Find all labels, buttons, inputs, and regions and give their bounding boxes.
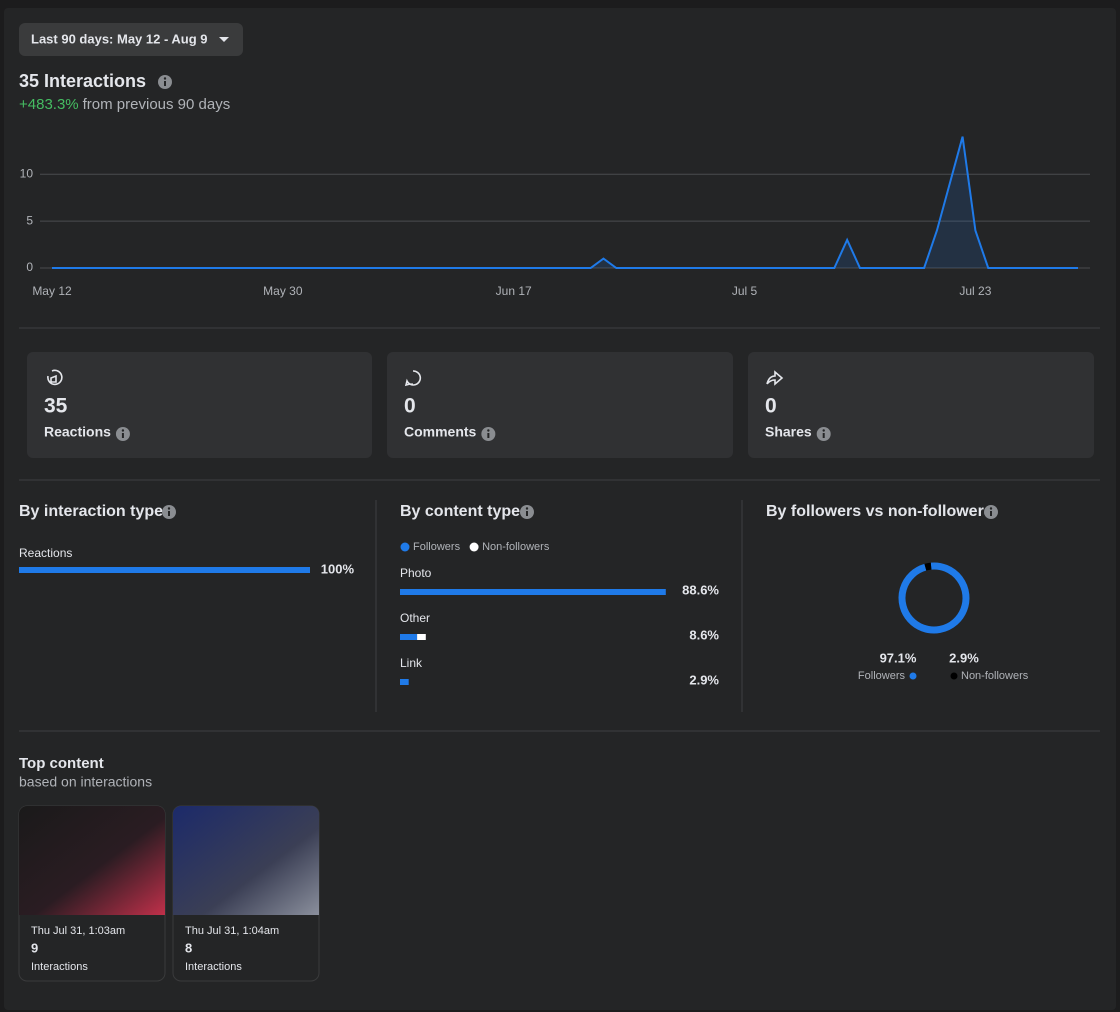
post-thumbnail[interactable] — [173, 806, 319, 915]
y-tick-label: 5 — [26, 213, 33, 227]
metric-card — [748, 352, 1094, 458]
bar-segment — [417, 634, 426, 640]
dropdown-caret[interactable] — [219, 37, 229, 42]
bar-segment — [400, 634, 418, 640]
bar-value: 8.6% — [689, 627, 719, 642]
post-label: Interactions — [185, 961, 242, 973]
breakdowns: Reactions 100% Followers Non-followers Photo… — [19, 541, 1029, 687]
donut-value: 97.1% — [880, 650, 917, 665]
metric-label: Shares — [765, 424, 812, 440]
bar-segment — [400, 679, 409, 685]
legend-dot — [469, 542, 479, 552]
legend-label: Followers — [413, 541, 461, 553]
legend-label: Non-followers — [482, 541, 550, 553]
section-title: By followers vs non-followers — [766, 503, 993, 520]
post-value: 8 — [185, 940, 192, 955]
metric-icon — [766, 370, 784, 386]
cards: 35 Reactions 0 Comments 0 Shares — [27, 352, 1094, 458]
donut-label: Non-followers — [961, 670, 1029, 682]
bar-value: 2.9% — [689, 672, 719, 687]
donut-segment — [924, 562, 932, 571]
date-range[interactable]: Last 90 days: May 12 - Aug 9 — [31, 31, 208, 46]
posts: Thu Jul 31, 1:03am 9 Interactions Thu Jul 3… — [18, 805, 320, 982]
area — [52, 136, 1078, 268]
post-label: Interactions — [31, 961, 88, 973]
x-tick-label: Jun 17 — [496, 284, 532, 298]
metric-label: Reactions — [44, 424, 111, 440]
metric-icon — [404, 370, 422, 387]
bar-label: Photo — [400, 566, 432, 580]
summary-title: 35 Interactions — [19, 71, 146, 91]
bar — [19, 567, 310, 573]
donut-label: Followers — [858, 670, 906, 682]
bar-value: 88.6% — [682, 582, 719, 597]
info-icon[interactable] — [162, 505, 176, 519]
x-tick-label: May 12 — [32, 284, 72, 298]
metric-icon — [47, 369, 63, 386]
bar-value: 100% — [321, 561, 355, 576]
metric-value: 0 — [765, 395, 777, 418]
metric-card — [387, 352, 733, 458]
y-tick-label: 0 — [26, 260, 33, 274]
line — [52, 136, 1078, 269]
section-title: By content type — [400, 503, 520, 520]
date-range-button[interactable] — [19, 23, 243, 56]
metric-value: 35 — [44, 395, 68, 418]
info-icon[interactable] — [520, 505, 534, 519]
metric-value: 0 — [404, 395, 416, 418]
donut-segment — [898, 562, 970, 634]
line-chart: 0 5 10 May 12 May 30 Jun 17 Jul 5 Jul 23 — [20, 136, 1090, 298]
info-icon[interactable] — [481, 427, 496, 441]
donut-value: 2.9% — [949, 650, 979, 665]
legend-dot — [909, 672, 917, 680]
x-tick-label: Jul 5 — [732, 284, 758, 298]
section-title: By interaction type — [19, 503, 163, 520]
bar-label: Other — [400, 611, 430, 625]
info-icon[interactable] — [984, 505, 998, 519]
legend-dot — [400, 542, 410, 552]
metric-card — [27, 352, 372, 458]
bar-segment — [400, 589, 666, 595]
info-icon[interactable] — [816, 427, 831, 441]
bar-label: Link — [400, 656, 423, 670]
legend-dot — [950, 672, 958, 680]
info-icon[interactable] — [115, 427, 130, 441]
post-thumbnail[interactable] — [19, 806, 165, 915]
top-content-title: Top content — [19, 755, 104, 772]
bar-label: Reactions — [19, 546, 72, 560]
post-value: 9 — [31, 940, 38, 955]
change: +483.3% — [19, 96, 79, 113]
y-tick-label: 10 — [20, 166, 34, 180]
post-date: Thu Jul 31, 1:04am — [185, 925, 279, 937]
x-tick-label: Jul 23 — [959, 284, 991, 298]
metric-label: Comments — [404, 424, 477, 440]
change-text: from previous 90 days — [83, 96, 231, 113]
post-date: Thu Jul 31, 1:03am — [31, 925, 125, 937]
x-tick-label: May 30 — [263, 284, 303, 298]
top-content-subtitle: based on interactions — [19, 774, 152, 790]
summary-change: +483.3% from previous 90 days — [19, 96, 230, 113]
info-icon[interactable] — [158, 75, 172, 89]
